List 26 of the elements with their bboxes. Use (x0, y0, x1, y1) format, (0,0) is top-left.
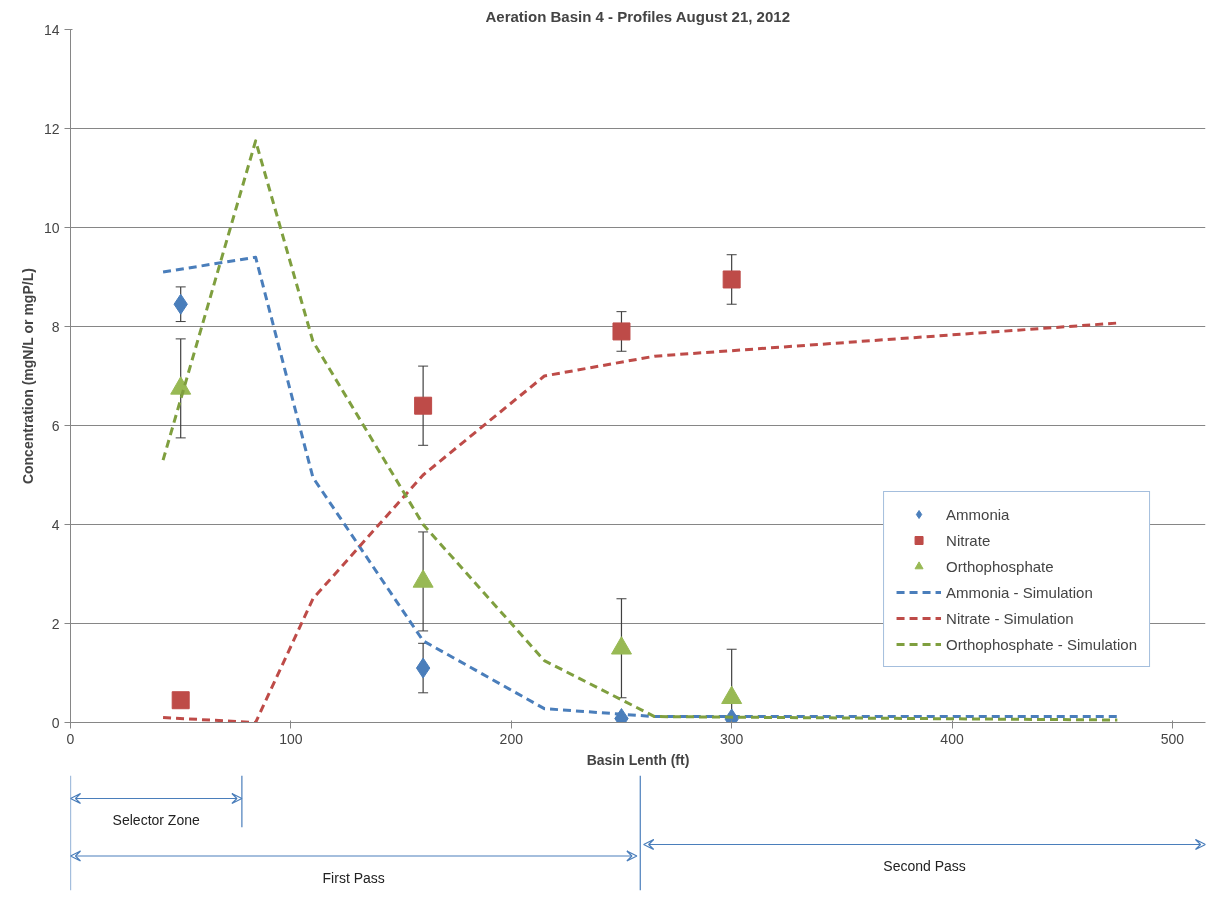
x-tick-label: 300 (719, 730, 744, 747)
y-tick-label: 10 (43, 219, 60, 236)
x-axis-title: Basin Lenth (ft) (586, 751, 690, 768)
y-tick-label: 12 (43, 120, 60, 137)
y-tick-label: 14 (43, 21, 60, 38)
legend-label: Orthophosphate - Simulation (946, 635, 1137, 653)
y-tick-label: 4 (51, 516, 60, 533)
legend-label: Ammonia (946, 505, 1010, 523)
text: First Pass (322, 869, 385, 886)
y-tick-label: 8 (51, 318, 60, 335)
x-tick-label: 100 (279, 730, 303, 747)
legend-label: Orthophosphate (946, 557, 1054, 575)
text: Second Pass (883, 858, 966, 875)
x-tick-label: 0 (66, 730, 75, 747)
x-tick-label: 200 (499, 730, 524, 747)
y-axis-title: Concentration (mgN/L or mgP/L) (19, 268, 36, 485)
legend-label: Nitrate (946, 531, 991, 549)
text: Selector Zone (112, 812, 200, 829)
y-tick-label: 2 (51, 615, 60, 632)
x-tick-label: 500 (1160, 730, 1185, 747)
y-tick-label: 6 (51, 417, 60, 434)
legend-label: Nitrate - Simulation (946, 609, 1074, 627)
chart-title: Aeration Basin 4 - Profiles August 21, 2012 (485, 7, 790, 25)
x-tick-label: 400 (940, 730, 964, 747)
y-tick-label: 0 (51, 714, 60, 731)
legend-label: Ammonia - Simulation (946, 583, 1093, 601)
